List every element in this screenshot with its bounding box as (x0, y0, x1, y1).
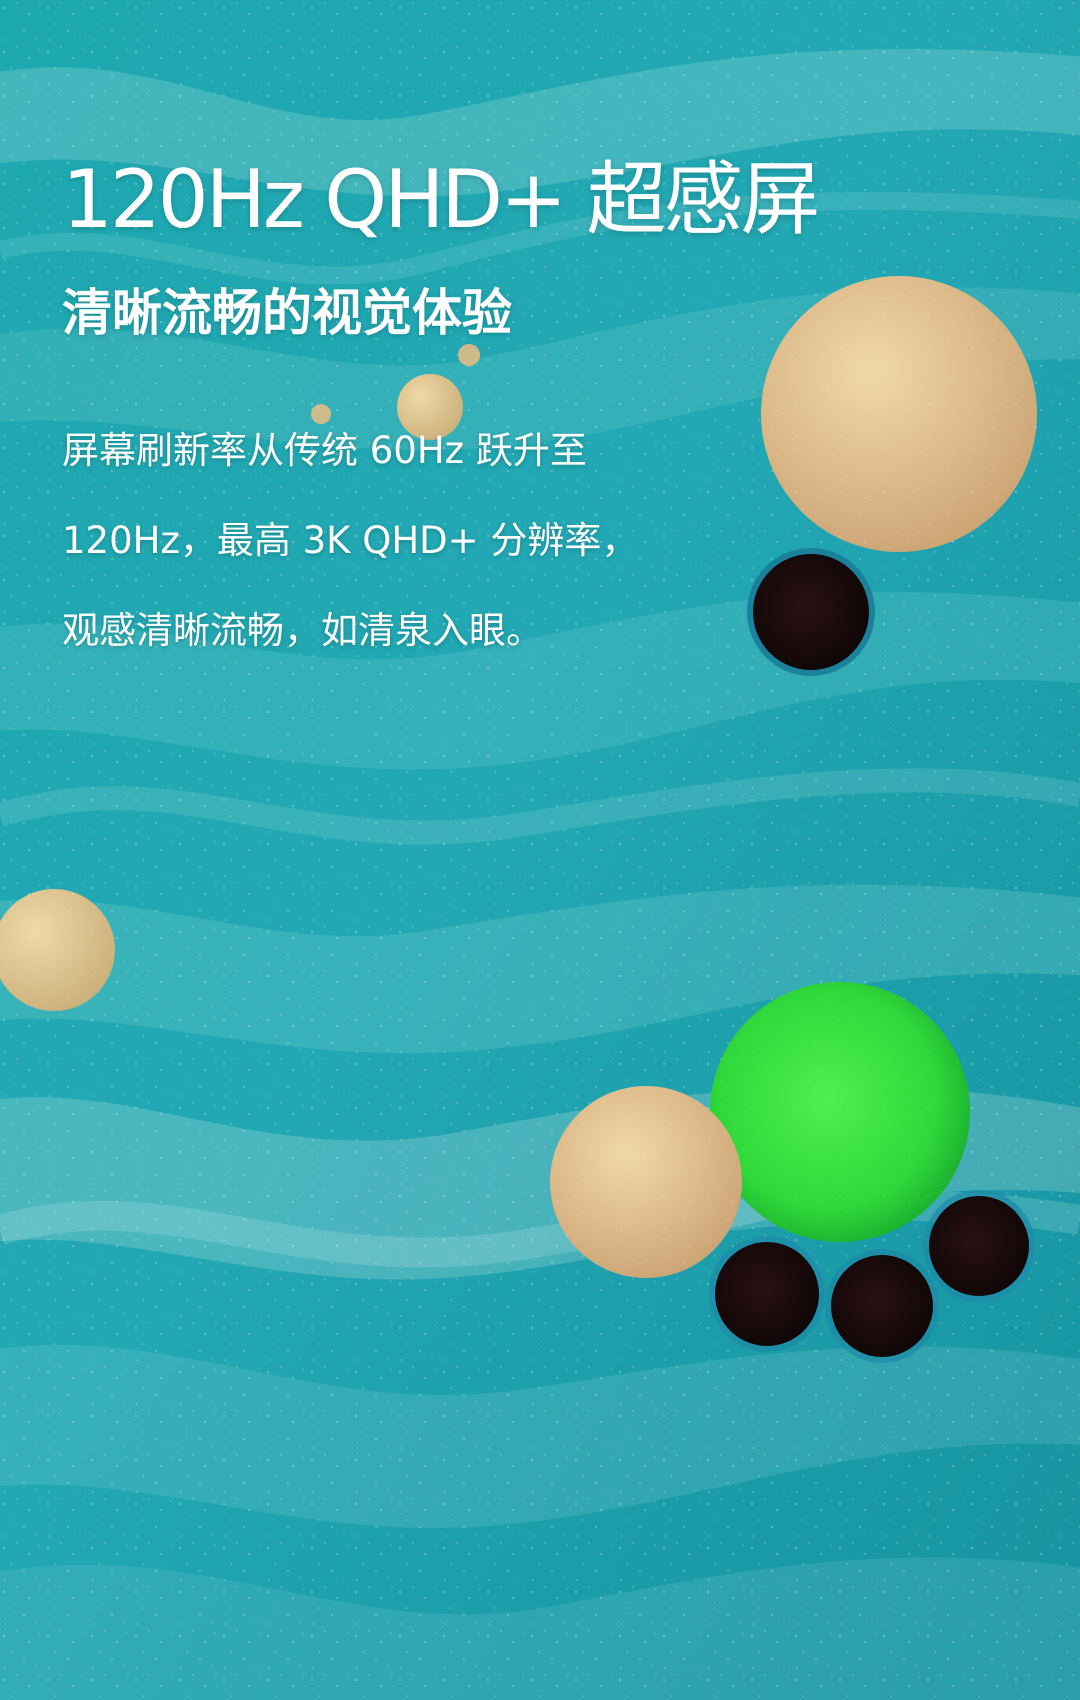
hero-subtitle: 清晰流畅的视觉体验 (62, 284, 512, 342)
hero-title: 120Hz QHD+ 超感屏 (62, 153, 820, 246)
description-line: 120Hz，最高 3K QHD+ 分辨率， (62, 519, 639, 562)
hero-copy: 120Hz QHD+ 超感屏 清晰流畅的视觉体验 屏幕刷新率从传统 60Hz 跃… (62, 140, 822, 676)
hero-description: 屏幕刷新率从传统 60Hz 跃升至 120Hz，最高 3K QHD+ 分辨率， … (62, 406, 822, 676)
description-line: 屏幕刷新率从传统 60Hz 跃升至 (62, 429, 587, 472)
description-line: 观感清晰流畅，如清泉入眼。 (62, 609, 543, 652)
